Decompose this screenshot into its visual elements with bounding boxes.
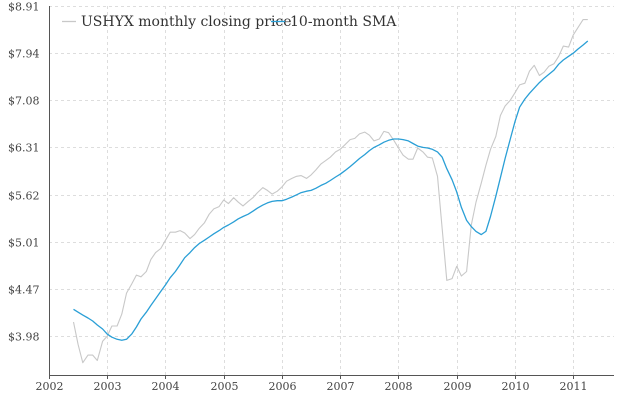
grid — [49, 6, 614, 375]
legend-label: USHYX monthly closing price — [81, 14, 292, 30]
legend-item-price: USHYX monthly closing price — [62, 14, 292, 30]
y-tick-label: $8.91 — [8, 1, 40, 14]
x-tick-label: 2004 — [152, 380, 180, 393]
sma-series-line — [73, 40, 589, 341]
x-tick-label: 2005 — [211, 380, 239, 393]
legend-item-sma: 10-month SMA — [271, 14, 397, 30]
x-tick-label: 2007 — [327, 380, 355, 393]
axes: $3.98 $4.47 $5.01 $5.62 $6.31 $7.08 $7.94 $8.91… — [8, 1, 614, 393]
y-tick-label: $4.47 — [8, 284, 40, 297]
y-tick-label: $6.31 — [8, 142, 40, 155]
y-tick-label: $3.98 — [8, 331, 40, 344]
price-series-line — [72, 19, 588, 364]
y-tick-label: $7.94 — [8, 48, 40, 61]
x-tick-label: 2008 — [385, 380, 413, 393]
x-tick-label: 2010 — [502, 380, 530, 393]
y-tick-label: $5.01 — [8, 237, 40, 250]
y-tick-label: $7.08 — [8, 95, 40, 108]
series-lines — [72, 19, 589, 364]
y-tick-label: $5.62 — [8, 190, 40, 203]
x-tick-label: 2011 — [560, 380, 588, 393]
x-tick-label: 2006 — [269, 380, 297, 393]
x-tick-label: 2009 — [444, 380, 472, 393]
legend-label: 10-month SMA — [290, 14, 397, 30]
x-tick-label: 2002 — [36, 380, 64, 393]
x-tick-label: 2003 — [94, 380, 122, 393]
